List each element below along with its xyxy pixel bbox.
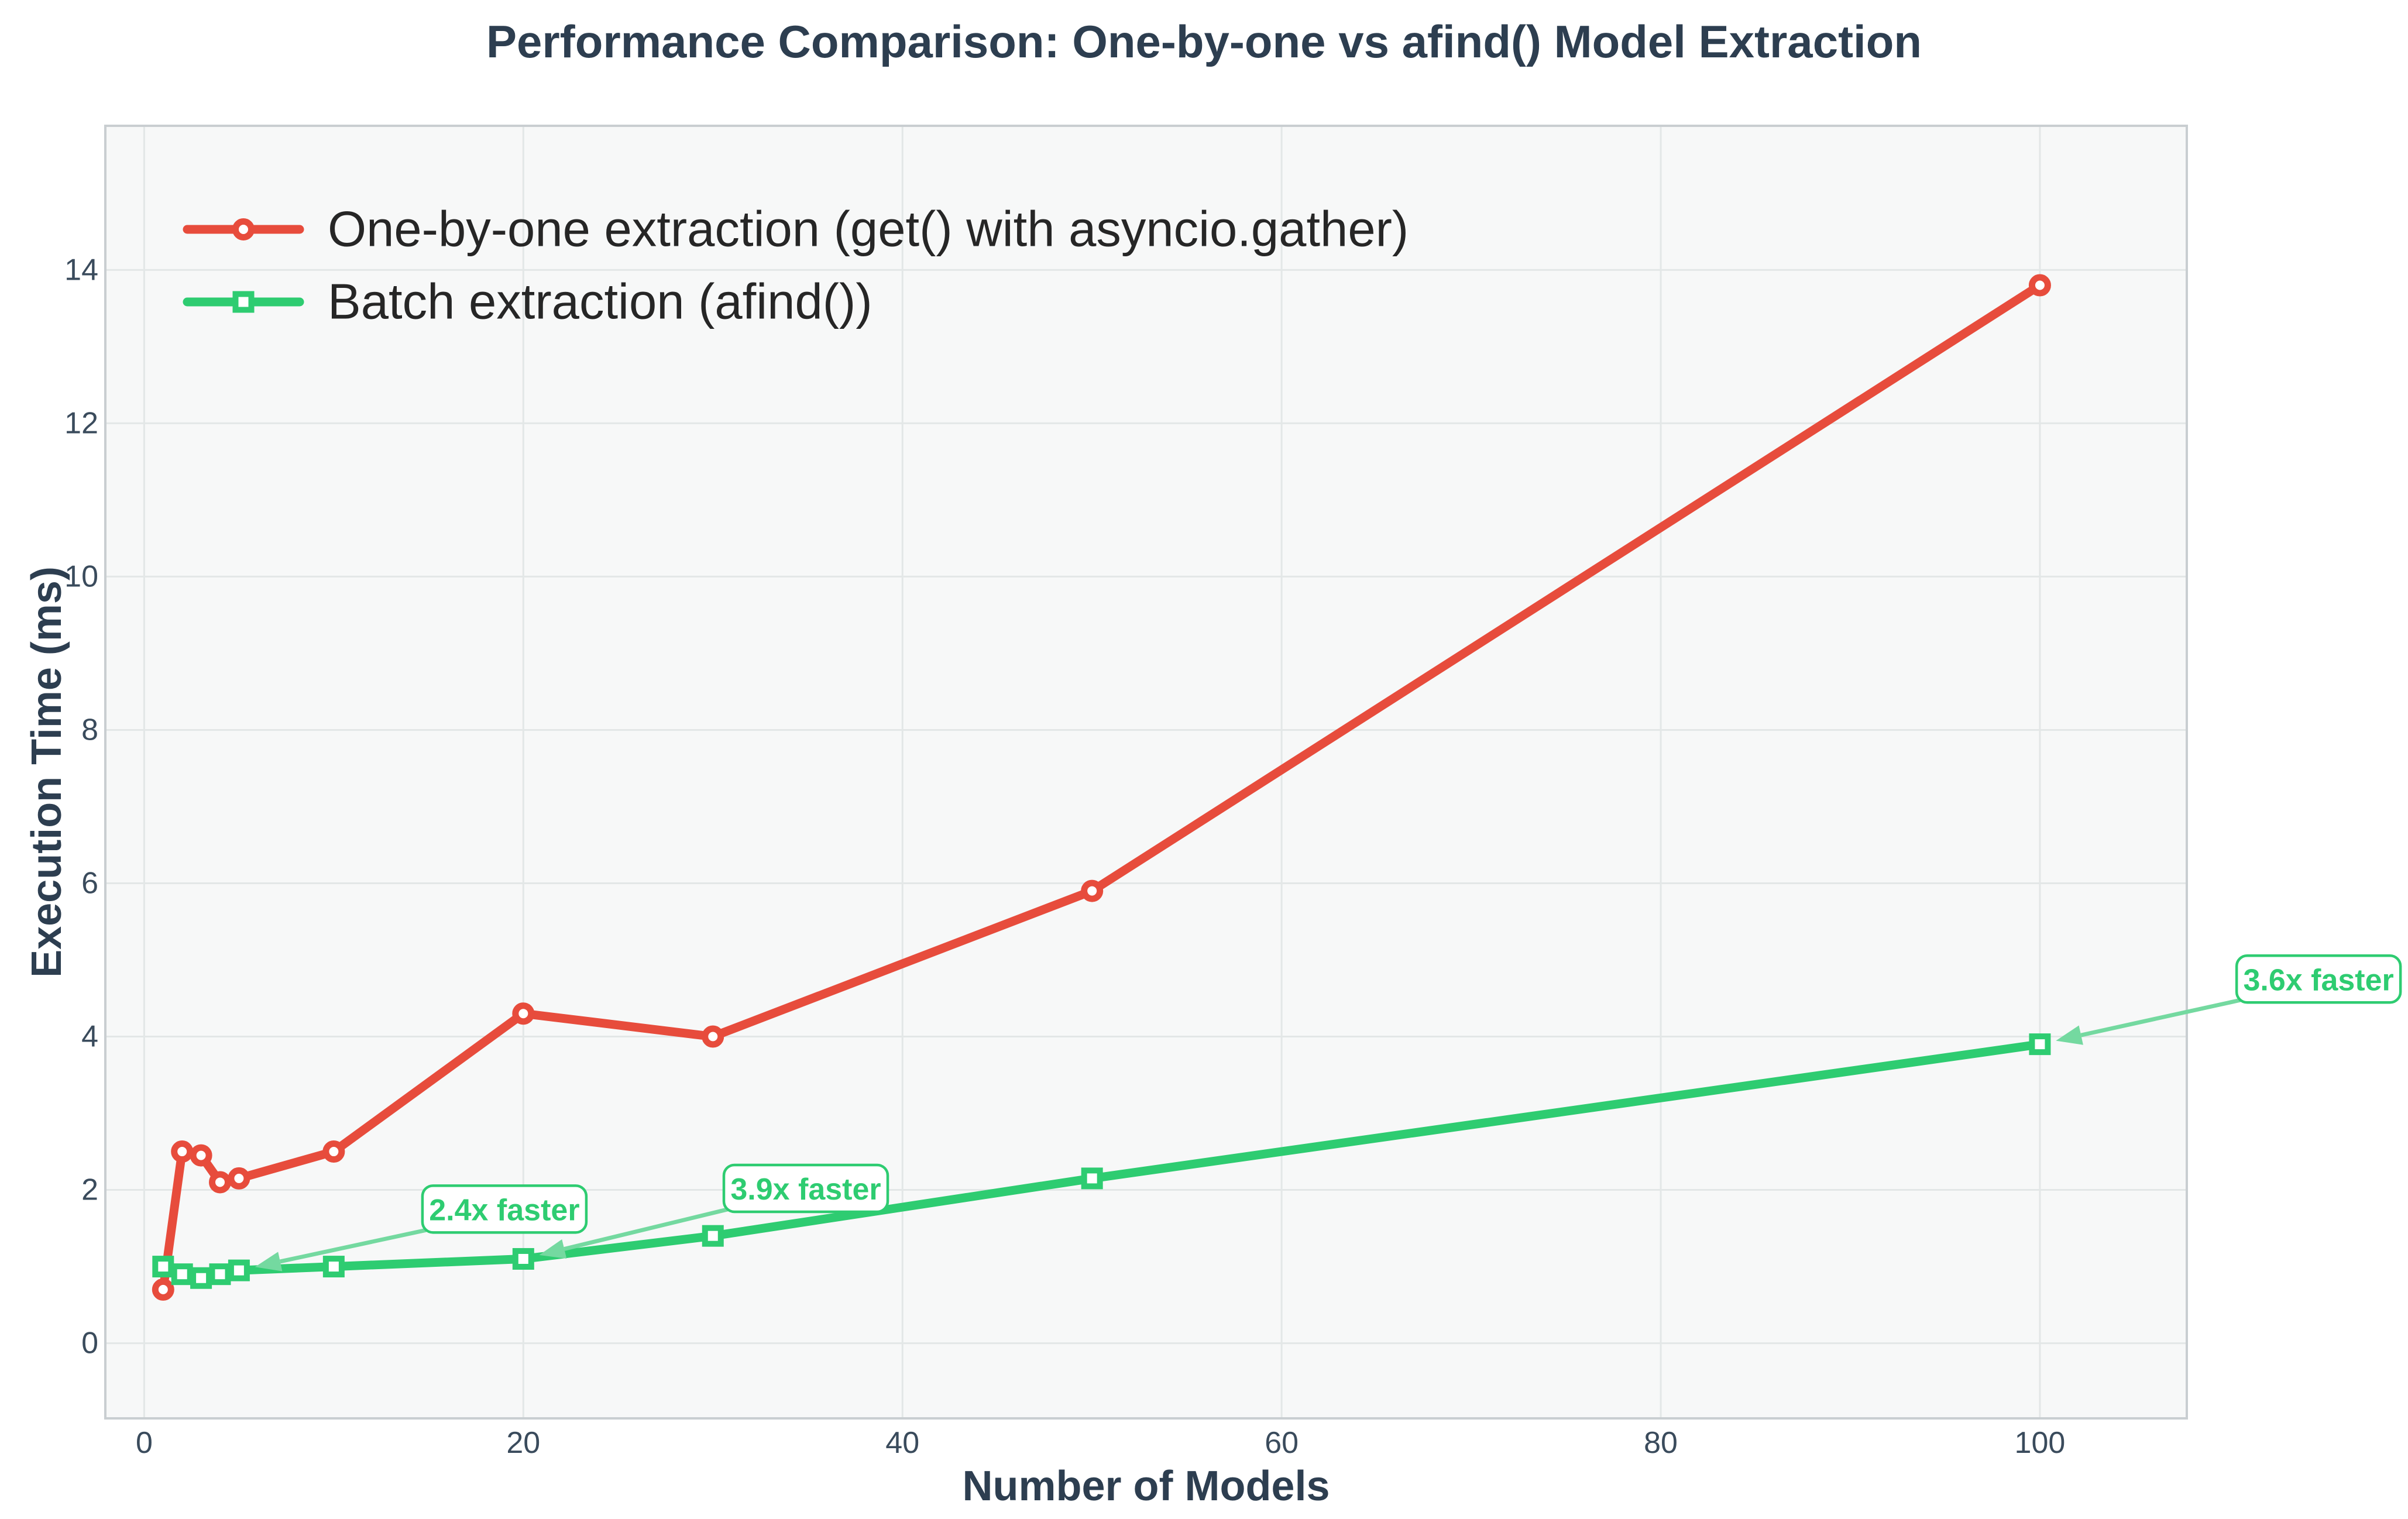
x-tick-label: 20 (506, 1426, 540, 1460)
data-point-circle (1081, 879, 1104, 902)
data-point-square (1081, 1167, 1103, 1190)
data-point-square (702, 1225, 724, 1247)
annotation-label: 2.4x faster (429, 1193, 579, 1227)
data-point-square (2029, 1033, 2051, 1056)
y-tick-label: 0 (81, 1326, 98, 1360)
y-tick-label: 4 (81, 1020, 98, 1054)
legend-label: Batch extraction (afind()) (328, 274, 872, 330)
data-point-circle (322, 1140, 345, 1163)
y-tick-label: 10 (64, 559, 98, 593)
markers-batch-extraction-afind (152, 1033, 2051, 1289)
data-point-circle (2028, 274, 2051, 297)
annotation-arrow-shaft (2080, 998, 2241, 1037)
data-point-circle (512, 1002, 535, 1025)
annotation-arrowhead (255, 1252, 283, 1271)
legend: One-by-one extraction (get() with asynci… (183, 202, 1409, 330)
x-tick-label: 80 (1644, 1426, 1678, 1460)
markers-one-by-one-extraction-get-with-asyncio-gather (152, 274, 2051, 1301)
data-point-square (512, 1247, 534, 1270)
annotation-label: 3.9x faster (730, 1173, 881, 1207)
data-point-circle (152, 1278, 174, 1301)
tick-labels: 0 20 40 60 80 100 0 2 4 6 8 10 12 14 (64, 253, 2065, 1460)
annotation-arrow-shaft (280, 1228, 427, 1264)
y-tick-label: 2 (81, 1173, 98, 1207)
legend-item-one-by-one-extraction-get-with-asyncio-gather: One-by-one extraction (get() with asynci… (183, 202, 1409, 257)
x-tick-label: 100 (2015, 1426, 2066, 1460)
annotation-box (421, 1184, 588, 1234)
y-tick-label: 12 (64, 406, 98, 440)
data-point-circle (190, 1144, 212, 1167)
legend-item-batch-extraction-afind: Batch extraction (afind()) (183, 274, 872, 330)
data-point-square (190, 1267, 212, 1289)
annotation-label: 3.6x faster (2243, 963, 2393, 997)
data-point-square (209, 1263, 231, 1286)
legend-square-marker-icon (232, 291, 255, 313)
annotation-arrowhead (539, 1239, 567, 1259)
annotation-2-4x-faster: 2.4x faster (421, 1184, 588, 1234)
data-point-circle (702, 1025, 724, 1048)
x-axis-title: Number of Models (962, 1463, 1330, 1510)
data-point-circle (171, 1140, 194, 1163)
data-point-circle (228, 1167, 250, 1190)
x-tick-label: 40 (885, 1426, 919, 1460)
data-point-square (228, 1259, 250, 1281)
legend-circle-marker-icon (232, 218, 255, 240)
plot-border (104, 125, 2188, 1420)
annotation-box (722, 1163, 889, 1214)
legend-label: One-by-one extraction (get() with asynci… (328, 202, 1409, 257)
x-tick-label: 0 (136, 1426, 153, 1460)
annotation-3-9x-faster: 3.9x faster (722, 1163, 889, 1214)
y-axis-title: Execution Time (ms) (23, 566, 70, 978)
chart-title: Performance Comparison: One-by-one vs af… (486, 16, 1922, 67)
data-point-circle (208, 1171, 231, 1194)
annotation-arrowhead (2056, 1025, 2083, 1045)
x-tick-label: 60 (1265, 1426, 1299, 1460)
data-point-square (171, 1263, 193, 1286)
annotation-3-6x-faster: 3.6x faster (2235, 954, 2402, 1004)
y-tick-label: 8 (81, 713, 98, 747)
data-point-square (152, 1256, 174, 1278)
annotation-box (2235, 954, 2402, 1004)
data-point-square (322, 1256, 345, 1278)
y-tick-label: 6 (81, 866, 98, 900)
annotation-arrows (255, 998, 2241, 1271)
gridlines (105, 126, 2187, 1418)
y-tick-label: 14 (64, 253, 98, 287)
annotation-arrow-shaft (564, 1207, 728, 1251)
